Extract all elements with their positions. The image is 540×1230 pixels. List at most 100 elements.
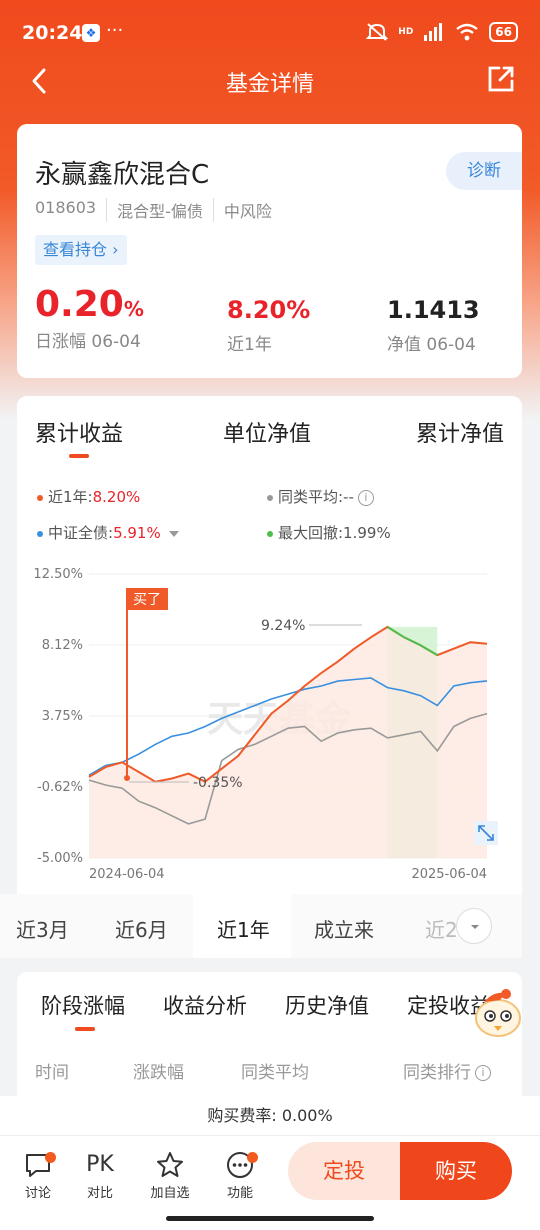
y-tick-label: -0.62% [37, 780, 83, 795]
mascot-icon[interactable] [470, 984, 530, 1040]
back-arrow-icon[interactable] [24, 64, 58, 98]
mute-icon [366, 23, 389, 41]
tab-unit-nav[interactable]: 单位净值 [223, 422, 312, 447]
discuss-badge-dot [45, 1152, 56, 1163]
legend-fund-value: 8.20% [92, 488, 141, 506]
chart-tabs: 累计收益 单位净值 累计净值 [17, 416, 522, 456]
series-line-drawdown [386, 626, 438, 656]
range-tab-since-inception[interactable]: 成立来 [314, 918, 374, 942]
signal-icon [424, 23, 443, 41]
info-icon[interactable]: i [357, 489, 374, 506]
yearly-change-stat: 8.20% 近1年 [227, 284, 310, 355]
daily-change-stat: 0.20% 日涨幅 06-04 [35, 284, 144, 352]
performance-card: 阶段涨幅 收益分析 历史净值 定投收益 时间 涨跌幅 同类平均 同类排行 i [17, 972, 522, 1112]
range-more-button[interactable] [456, 908, 492, 944]
perf-tab-underline [75, 1027, 95, 1031]
add-watchlist-button[interactable]: 加自选 [145, 1148, 195, 1201]
functions-button[interactable]: 功能 [215, 1148, 265, 1201]
tab-return-analysis[interactable]: 收益分析 [163, 994, 247, 1018]
compare-button[interactable]: PK 对比 [75, 1148, 125, 1201]
purchase-fee-bar: 购买费率: 0.00% [0, 1096, 540, 1136]
discuss-label: 讨论 [24, 1186, 51, 1201]
tab-cumulative-return[interactable]: 累计收益 [35, 422, 124, 447]
legend-benchmark[interactable]: 中证全债:5.91% [37, 522, 179, 543]
bottom-action-bar: 讨论 PK 对比 加自选 功能 定投 购买 [0, 1136, 540, 1230]
watchlist-label: 加自选 [150, 1186, 190, 1201]
tab-history-nav[interactable]: 历史净值 [285, 994, 369, 1018]
sip-button[interactable]: 定投 [288, 1142, 400, 1200]
legend-bench-label: 中证全债: [48, 524, 114, 542]
y-tick-label: 8.12% [42, 638, 83, 653]
discuss-button[interactable]: 讨论 [13, 1148, 63, 1201]
buy-marker-label: 买了 [133, 592, 161, 608]
wifi-icon [456, 23, 479, 41]
fullscreen-icon[interactable] [474, 821, 498, 845]
fund-type: 混合型-偏债 [106, 198, 213, 222]
functions-badge-dot [247, 1152, 258, 1163]
col-header-category-avg: 同类平均 [241, 1063, 309, 1083]
dropdown-triangle-icon[interactable] [168, 530, 179, 537]
more-functions-icon [227, 1152, 253, 1178]
legend-bench-value: 5.91% [113, 524, 161, 542]
daily-change-unit: % [123, 297, 144, 321]
nav-bar: 基金详情 [0, 56, 540, 106]
legend-fund-dot [37, 494, 43, 501]
daily-change-label: 日涨幅 06-04 [35, 332, 141, 352]
legend-avg-label: 同类平均:-- [278, 488, 354, 506]
return-chart[interactable]: 天天基金 12.50%8.12%3.75%-0.62%-5.00% 买了 9.2… [17, 556, 522, 896]
pk-icon: PK [86, 1152, 114, 1177]
buy-marker-badge [126, 588, 168, 610]
fund-meta: 018603 混合型-偏债 中风险 [35, 198, 282, 222]
view-holdings-link[interactable]: 查看持仓 › [35, 235, 127, 265]
fund-area-fill [89, 626, 487, 858]
chart-card: 累计收益 单位净值 累计净值 近1年:8.20% 同类平均:-- i 中证全债:5… [17, 396, 522, 958]
share-icon[interactable] [486, 64, 516, 94]
status-time: 20:24 [22, 22, 83, 44]
home-indicator [166, 1216, 374, 1221]
col-header-change: 涨跌幅 [133, 1063, 184, 1083]
diagnose-button[interactable]: 诊断 [446, 152, 522, 190]
legend-category-avg[interactable]: 同类平均:-- i [267, 486, 374, 507]
chevron-down-icon [471, 925, 479, 929]
compare-label: 对比 [86, 1186, 113, 1201]
range-tabs: 近3月 近6月 近1年 成立来 近2年 [0, 894, 522, 958]
y-tick-label: 3.75% [42, 709, 83, 724]
status-more-icon: ··· [106, 20, 124, 41]
battery-indicator: 66 [489, 22, 518, 42]
rank-info-icon[interactable]: i [475, 1065, 491, 1081]
range-tab-3m[interactable]: 近3月 [16, 918, 69, 942]
buy-button[interactable]: 购买 [400, 1142, 512, 1200]
y-tick-label: -5.00% [37, 851, 83, 866]
network-label: HD [398, 27, 414, 37]
legend-max-drawdown: 最大回撤:1.99% [267, 522, 391, 543]
star-icon [157, 1152, 183, 1177]
col-header-category-rank[interactable]: 同类排行 i [403, 1058, 491, 1083]
col-header-time: 时间 [35, 1063, 69, 1083]
legend-bench-dot [37, 530, 43, 537]
app-notification-icon: ❖ [82, 24, 100, 42]
x-tick-end: 2025-06-04 [411, 867, 487, 882]
fund-info-card: 永赢鑫欣混合C 诊断 018603 混合型-偏债 中风险 查看持仓 › 0.20… [17, 124, 522, 378]
functions-label: 功能 [226, 1186, 253, 1201]
legend-fund: 近1年:8.20% [37, 486, 140, 507]
nav-label: 净值 06-04 [387, 335, 476, 355]
legend-drawdown-label: 最大回撤:1.99% [278, 524, 391, 542]
yearly-change-value: 8.20% [227, 296, 311, 324]
low-label: -0.35% [193, 775, 243, 791]
y-tick-label: 12.50% [33, 567, 83, 582]
fund-name: 永赢鑫欣混合C [35, 160, 210, 190]
nav-stat: 1.1413 净值 06-04 [387, 284, 480, 355]
range-tab-1y[interactable]: 近1年 [217, 918, 270, 942]
x-tick-start: 2024-06-04 [89, 867, 165, 882]
range-tab-active-bg [193, 894, 291, 958]
tab-stage-return[interactable]: 阶段涨幅 [41, 994, 125, 1018]
fund-risk: 中风险 [212, 198, 282, 222]
status-bar: 20:24 ❖ ··· HD 66 [0, 0, 540, 64]
legend-avg-dot [267, 494, 273, 501]
tab-cumulative-nav[interactable]: 累计净值 [415, 422, 504, 447]
page-title: 基金详情 [225, 72, 314, 97]
range-tab-6m[interactable]: 近6月 [115, 918, 168, 942]
tab-underline [69, 454, 89, 458]
fund-code: 018603 [35, 198, 97, 217]
series-line-category-avg [88, 712, 488, 825]
